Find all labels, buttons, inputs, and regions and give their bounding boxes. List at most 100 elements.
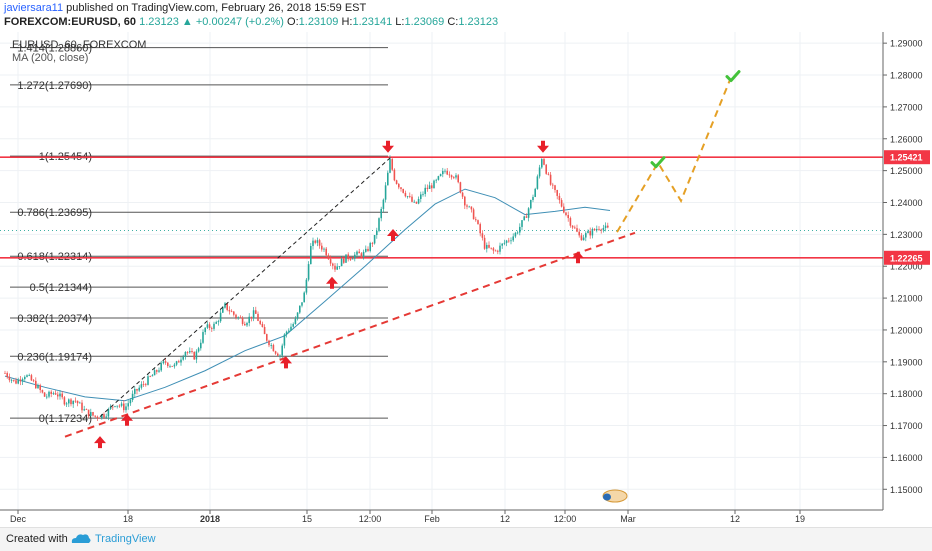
arrow-down-icon bbox=[382, 140, 394, 153]
candle-body bbox=[63, 397, 66, 405]
candle-body bbox=[327, 255, 330, 260]
price-chart: 0(1.17234) 0.236(1.19174) 0.382(1.20374) 0.… bbox=[0, 0, 932, 527]
candle-body bbox=[455, 175, 457, 178]
candle-body bbox=[283, 334, 286, 346]
candle-body bbox=[406, 196, 409, 197]
candle-body bbox=[281, 345, 283, 356]
candle-body bbox=[94, 415, 96, 417]
candle-body bbox=[30, 375, 33, 381]
price-tick-label: 1.16000 bbox=[890, 453, 923, 463]
candle-body bbox=[285, 331, 288, 335]
check-icon bbox=[725, 70, 741, 83]
fib-label: 1.272(1.27690) bbox=[17, 80, 92, 92]
candle-body bbox=[43, 392, 46, 397]
candle-body bbox=[329, 259, 332, 264]
candle-body bbox=[387, 172, 389, 186]
candle-body bbox=[532, 196, 534, 200]
time-tick-label: 12:00 bbox=[554, 514, 577, 524]
price-label-text: 1.22265 bbox=[890, 253, 923, 263]
candle-body bbox=[439, 174, 442, 177]
up-triangle-icon: ▲ bbox=[181, 16, 193, 28]
candle-body bbox=[492, 248, 495, 251]
candle-body bbox=[334, 265, 336, 270]
candle-body bbox=[123, 403, 125, 411]
candle-body bbox=[46, 396, 48, 398]
candle-body bbox=[112, 406, 114, 408]
tradingview-logo-icon[interactable] bbox=[70, 532, 92, 546]
candle-body bbox=[578, 231, 580, 236]
candle-body bbox=[488, 244, 490, 248]
candle-body bbox=[178, 361, 180, 363]
candle-body bbox=[74, 400, 77, 402]
candle-body bbox=[184, 352, 187, 357]
candle-body bbox=[263, 326, 266, 335]
time-tick-label: 12 bbox=[730, 514, 740, 524]
arrow-up-icon bbox=[387, 228, 399, 241]
candle-body bbox=[92, 412, 94, 416]
candle-body bbox=[250, 316, 253, 319]
price-axis-background bbox=[883, 32, 932, 510]
candle-body bbox=[171, 365, 173, 367]
created-with-text: Created with bbox=[6, 533, 68, 545]
candle-body bbox=[202, 332, 204, 343]
price-tick-label: 1.21000 bbox=[890, 294, 923, 304]
author-link[interactable]: javiersara11 bbox=[4, 2, 64, 14]
candle-body bbox=[211, 328, 213, 329]
candle-body bbox=[525, 216, 528, 218]
time-tick-label: 12 bbox=[500, 514, 510, 524]
time-tick-label: 15 bbox=[302, 514, 312, 524]
arrow-up-icon bbox=[280, 356, 292, 369]
candle-body bbox=[246, 322, 248, 326]
candle-body bbox=[244, 323, 246, 326]
candle-body bbox=[131, 393, 134, 401]
candle-body bbox=[545, 164, 547, 174]
candle-body bbox=[312, 240, 314, 247]
horizontal-levels bbox=[0, 156, 883, 259]
candle-body bbox=[59, 393, 61, 397]
candle-body bbox=[389, 159, 391, 173]
candle-body bbox=[475, 219, 477, 221]
candle-body bbox=[318, 240, 321, 246]
low-value: 1.23069 bbox=[404, 16, 445, 28]
candle-body bbox=[338, 266, 341, 267]
candle-body bbox=[514, 232, 517, 237]
candle-body bbox=[52, 393, 55, 395]
candle-body bbox=[541, 159, 543, 168]
fib-label: 0.786(1.23695) bbox=[17, 207, 92, 219]
candle-body bbox=[373, 235, 376, 244]
candle-body bbox=[444, 170, 446, 172]
candle-body bbox=[160, 363, 162, 371]
candle-body bbox=[193, 352, 195, 360]
candle-body bbox=[32, 380, 35, 382]
candle-body bbox=[384, 185, 387, 200]
candle-body bbox=[17, 379, 19, 384]
candle-body bbox=[552, 184, 554, 186]
candle-body bbox=[197, 348, 200, 352]
candle-body bbox=[596, 228, 598, 231]
tradingview-link[interactable]: TradingView bbox=[95, 533, 156, 545]
candle-body bbox=[565, 212, 567, 216]
candle-body bbox=[534, 188, 536, 197]
candle-body bbox=[50, 391, 52, 394]
candle-body bbox=[314, 240, 316, 243]
candle-body bbox=[68, 399, 70, 404]
candle-body bbox=[213, 323, 215, 329]
candle-body bbox=[180, 359, 182, 363]
price-tick-label: 1.17000 bbox=[890, 421, 923, 431]
candle-body bbox=[508, 240, 510, 242]
candle-body bbox=[303, 292, 305, 303]
candle-body bbox=[70, 399, 72, 405]
candle-body bbox=[395, 180, 398, 185]
candle-body bbox=[217, 321, 220, 323]
candle-body bbox=[598, 228, 600, 230]
candle-body bbox=[468, 206, 470, 208]
candle-body bbox=[41, 390, 44, 393]
close-label: C: bbox=[447, 16, 459, 28]
candle-body bbox=[299, 305, 301, 313]
candle-body bbox=[248, 316, 250, 323]
candle-body bbox=[422, 193, 424, 195]
candle-body bbox=[90, 412, 92, 417]
fib-label: 0.5(1.21344) bbox=[30, 282, 92, 294]
chart-background bbox=[0, 0, 932, 527]
candle-body bbox=[426, 187, 429, 189]
